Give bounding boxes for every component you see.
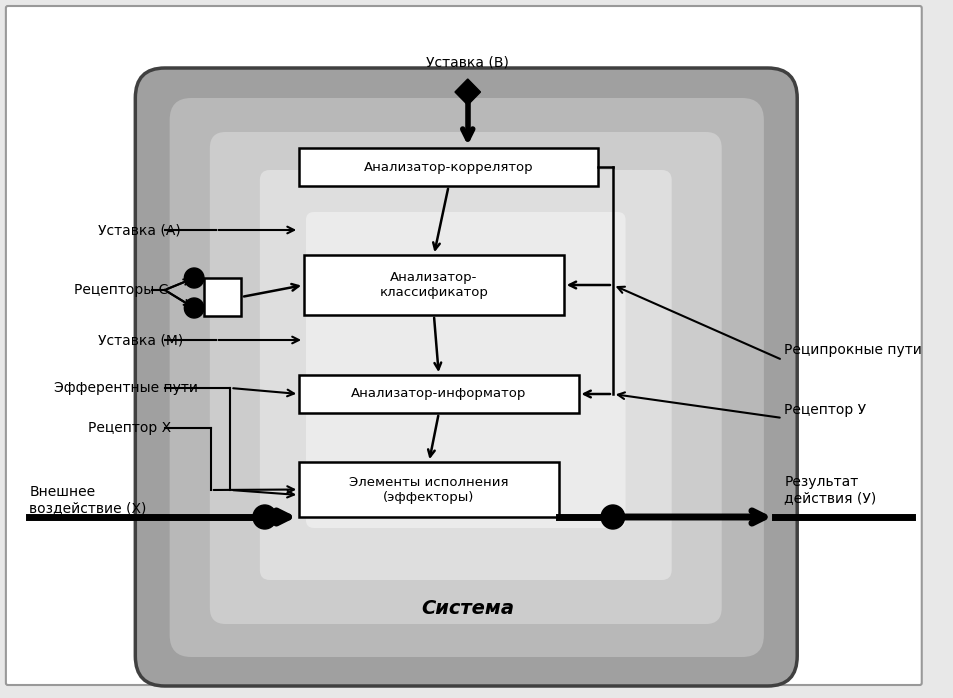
Text: Анализатор-коррелятор: Анализатор-коррелятор <box>363 161 533 174</box>
Text: Результат
действия (У): Результат действия (У) <box>783 475 876 505</box>
Text: Внешнее
воздействие (Х): Внешнее воздействие (Х) <box>30 485 147 515</box>
FancyBboxPatch shape <box>210 132 721 624</box>
FancyBboxPatch shape <box>6 6 921 685</box>
Circle shape <box>184 298 204 318</box>
FancyBboxPatch shape <box>298 462 558 517</box>
FancyBboxPatch shape <box>259 170 671 580</box>
Text: Система: Система <box>421 598 514 618</box>
Text: Рецепторы С: Рецепторы С <box>73 283 168 297</box>
Text: Уставка (А): Уставка (А) <box>98 223 181 237</box>
Circle shape <box>600 505 624 529</box>
Polygon shape <box>455 79 480 105</box>
Circle shape <box>184 268 204 288</box>
Text: Рецептор Х: Рецептор Х <box>89 421 172 435</box>
Text: Уставка (М): Уставка (М) <box>98 333 183 347</box>
FancyBboxPatch shape <box>298 148 598 186</box>
FancyBboxPatch shape <box>306 212 625 528</box>
Text: Анализатор-информатор: Анализатор-информатор <box>351 387 526 401</box>
FancyBboxPatch shape <box>204 278 241 316</box>
Text: Элементы исполнения
(эффекторы): Элементы исполнения (эффекторы) <box>349 475 508 503</box>
Text: Рецептор У: Рецептор У <box>783 403 865 417</box>
FancyBboxPatch shape <box>170 98 763 657</box>
FancyBboxPatch shape <box>135 68 797 686</box>
Text: Эфферентные пути: Эфферентные пути <box>54 381 197 395</box>
Text: Анализатор-
классификатор: Анализатор- классификатор <box>379 271 488 299</box>
FancyBboxPatch shape <box>304 255 563 315</box>
Circle shape <box>253 505 276 529</box>
Text: Уставка (В): Уставка (В) <box>426 55 509 69</box>
FancyBboxPatch shape <box>298 375 578 413</box>
Text: Реципрокные пути: Реципрокные пути <box>783 343 922 357</box>
